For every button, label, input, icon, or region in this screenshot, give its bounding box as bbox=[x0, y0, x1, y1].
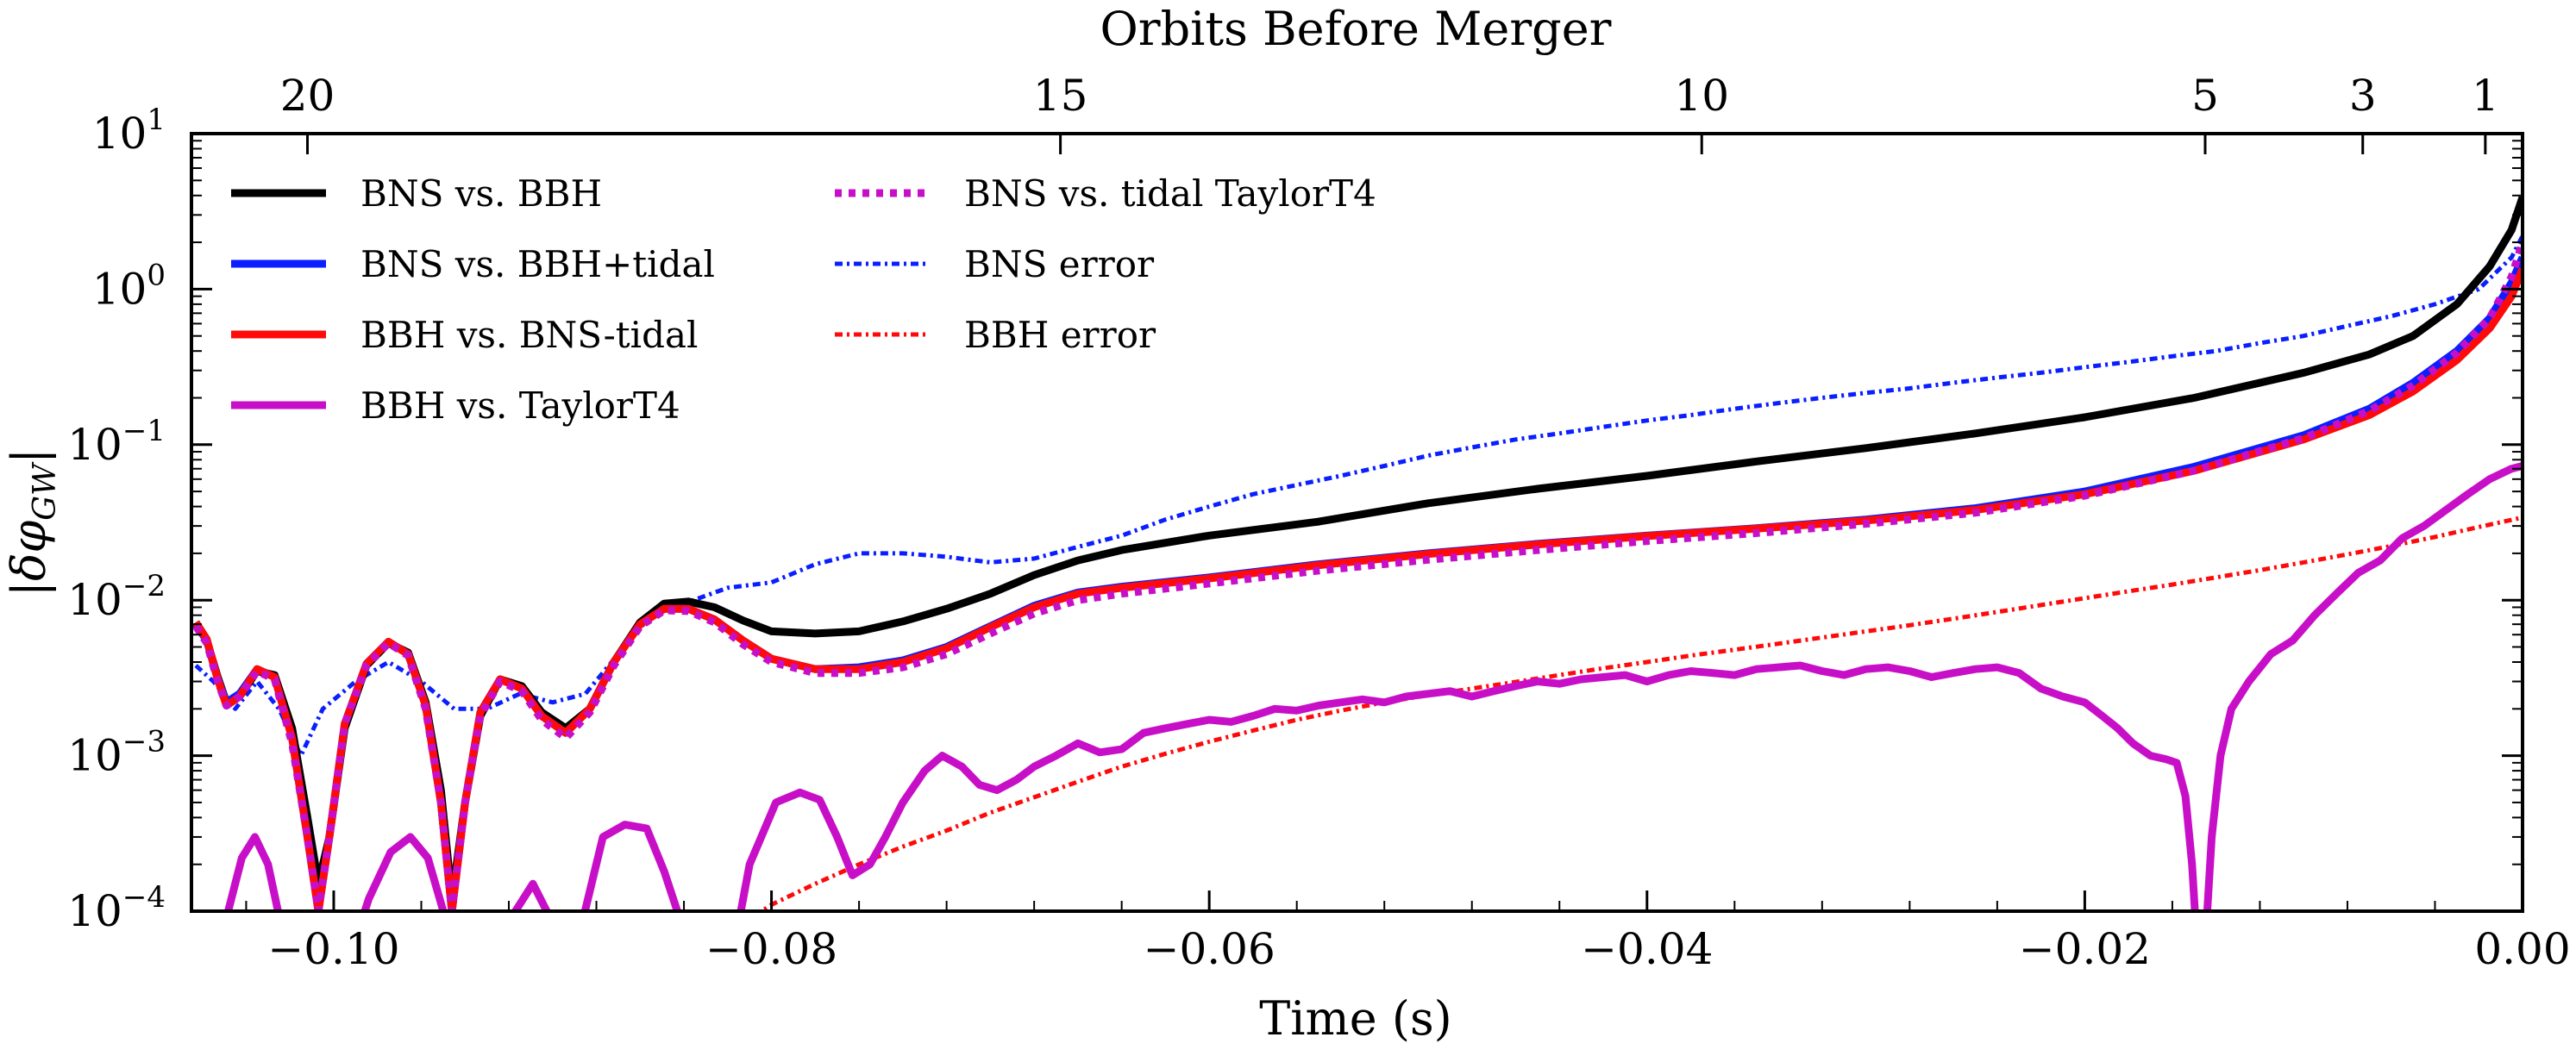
top-tick-label-2: 10 bbox=[1674, 71, 1729, 121]
legend-label-6: BBH error bbox=[964, 314, 1156, 356]
top-tick-label-0: 20 bbox=[280, 71, 335, 121]
x-tick-label-0: −0.10 bbox=[267, 924, 399, 974]
y-axis-title: |δφGW| bbox=[2, 448, 63, 597]
series-layer bbox=[192, 196, 2523, 911]
series-line-0 bbox=[192, 196, 2523, 903]
x-axis-title: Time (s) bbox=[1259, 991, 1451, 1046]
legend-label-2: BBH vs. BNS-tidal bbox=[360, 314, 698, 356]
y-tick-label-5: 10−4 bbox=[67, 880, 166, 936]
ticks-layer: −0.10 −0.08 −0.06 −0.04 −0.02 0.00 20 15 10 5 3 1 10… bbox=[67, 71, 2570, 974]
legend-label-3: BBH vs. TaylorT4 bbox=[360, 384, 680, 427]
top-tick-label-4: 3 bbox=[2349, 71, 2377, 121]
series-line-5 bbox=[194, 234, 2523, 759]
x-tick-label-4: −0.02 bbox=[2019, 924, 2151, 974]
x-tick-label-2: −0.06 bbox=[1144, 924, 1275, 974]
series-line-6 bbox=[757, 515, 2523, 911]
top-tick-label-3: 5 bbox=[2191, 71, 2219, 121]
y-tick-label-3: 10−2 bbox=[67, 569, 166, 625]
y-tick-label-0: 101 bbox=[92, 103, 166, 159]
series-line-4 bbox=[192, 241, 2523, 911]
series-line-2 bbox=[192, 267, 2523, 911]
plot-frame bbox=[190, 132, 2524, 913]
x-tick-label-3: −0.04 bbox=[1581, 924, 1713, 974]
top-tick-label-5: 1 bbox=[2472, 71, 2499, 121]
legend-label-5: BNS error bbox=[964, 243, 1155, 285]
svg-text:|δφGW|: |δφGW| bbox=[2, 448, 63, 597]
x-tick-label-1: −0.08 bbox=[705, 924, 837, 974]
y-tick-label-4: 10−3 bbox=[67, 725, 166, 781]
legend-label-1: BNS vs. BBH+tidal bbox=[360, 243, 715, 285]
series-line-3 bbox=[223, 462, 2523, 911]
top-axis-title: Orbits Before Merger bbox=[1100, 2, 1612, 56]
top-tick-label-1: 15 bbox=[1033, 71, 1088, 121]
legend: BNS vs. BBH BNS vs. BBH+tidal BBH vs. BNS-… bbox=[231, 172, 1376, 427]
y-tick-label-2: 10−1 bbox=[67, 414, 166, 470]
legend-label-0: BNS vs. BBH bbox=[360, 172, 602, 215]
x-tick-label-5: 0.00 bbox=[2474, 924, 2570, 974]
legend-label-4: BNS vs. tidal TaylorT4 bbox=[964, 172, 1376, 215]
y-tick-label-1: 100 bbox=[92, 258, 166, 314]
